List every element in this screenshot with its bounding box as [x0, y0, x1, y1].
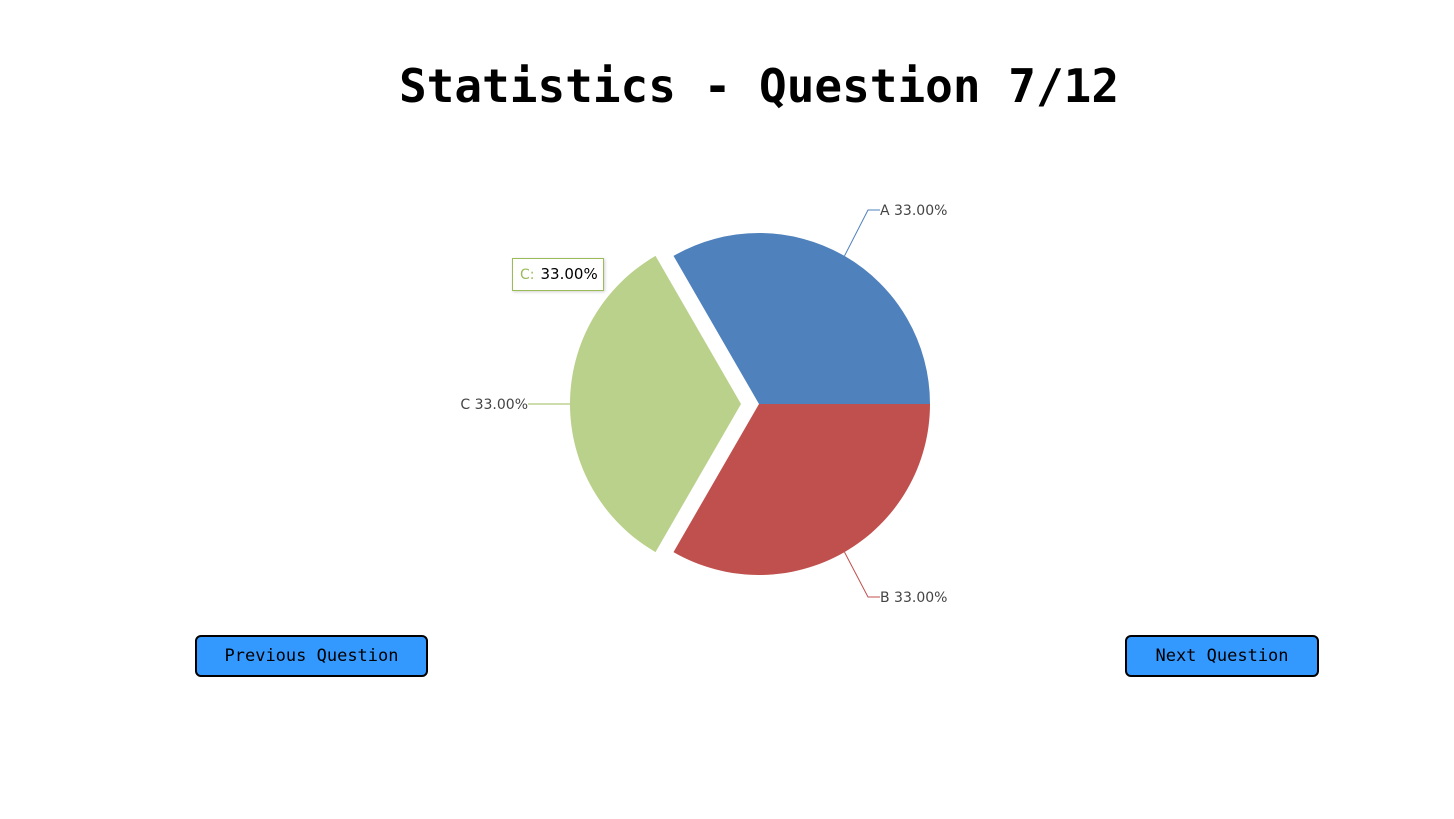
leader-line-a	[844, 209, 880, 257]
slice-label-b: B 33.00%	[880, 590, 947, 606]
pie-slice-b[interactable]	[673, 404, 931, 575]
pie-slice-c[interactable]	[570, 255, 741, 553]
tooltip-value: 33.00%	[540, 265, 598, 283]
slice-label-c: C 33.00%	[460, 397, 528, 413]
tooltip-key: C:	[520, 267, 535, 283]
previous-question-button[interactable]: Previous Question	[195, 635, 428, 677]
page-title: Statistics - Question 7/12	[398, 59, 1120, 113]
slice-label-a: A 33.00%	[880, 203, 947, 219]
leader-line-b	[844, 551, 880, 598]
next-question-button[interactable]: Next Question	[1125, 635, 1319, 677]
chart-tooltip: C: 33.00%	[512, 258, 604, 291]
pie-slice-a[interactable]	[673, 232, 931, 404]
